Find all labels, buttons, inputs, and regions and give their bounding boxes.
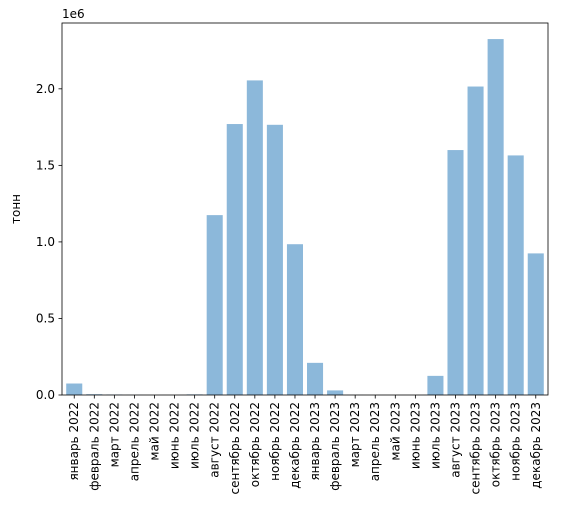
x-tick-label-18: июль 2023: [428, 402, 442, 469]
bar-23: [527, 253, 544, 395]
x-tick-label-14: март 2023: [348, 402, 362, 467]
x-tick-label-17: июнь 2023: [408, 402, 422, 469]
x-tick-label-13: февраль 2023: [328, 402, 342, 491]
bar-12: [307, 362, 324, 395]
bar-13: [327, 390, 344, 395]
plot-frame: [61, 22, 549, 396]
y-axis-ticks: 0.0 0.5 1.0 1.5 2.0: [36, 82, 62, 402]
x-tick-label-21: октябрь 2023: [489, 402, 503, 487]
bar-22: [507, 155, 524, 395]
x-tick-label-23: декабрь 2023: [529, 402, 543, 489]
x-tick-label-3: апрель 2022: [127, 402, 141, 481]
y-tick-label-3: 1.5: [36, 158, 55, 172]
x-tick-label-19: август 2023: [448, 402, 462, 478]
bars-group: [66, 39, 544, 396]
x-tick-label-0: январь 2022: [67, 402, 81, 481]
x-tick-label-8: сентябрь 2022: [228, 402, 242, 494]
x-tick-label-6: июль 2022: [188, 402, 202, 469]
y-tick-label-1: 0.5: [36, 311, 55, 325]
x-tick-label-5: июнь 2022: [168, 402, 182, 469]
x-tick-label-20: сентябрь 2023: [469, 402, 483, 494]
x-tick-label-9: октябрь 2022: [248, 402, 262, 487]
y-tick-label-2: 1.0: [36, 235, 55, 249]
bar-20: [467, 86, 484, 396]
bar-0: [66, 383, 83, 395]
bar-9: [246, 80, 263, 395]
x-tick-label-15: апрель 2023: [368, 402, 382, 481]
x-tick-label-10: ноябрь 2022: [268, 402, 282, 481]
y-axis-label: тонн: [9, 194, 23, 224]
x-tick-label-1: февраль 2022: [87, 402, 101, 491]
x-tick-label-11: декабрь 2022: [288, 402, 302, 489]
x-tick-label-4: май 2022: [148, 402, 162, 461]
x-tick-label-7: август 2022: [208, 402, 222, 478]
bar-19: [447, 150, 464, 395]
y-tick-label-0: 0.0: [36, 388, 55, 402]
bar-8: [226, 124, 243, 395]
x-tick-label-16: май 2023: [388, 402, 402, 461]
bar-21: [487, 39, 504, 396]
y-axis-offset-label: 1e6: [62, 7, 85, 21]
x-axis-ticks: январь 2022 февраль 2022 март 2022 апрель 2…: [67, 395, 543, 494]
x-tick-label-2: март 2022: [107, 402, 121, 467]
y-tick-label-4: 2.0: [36, 82, 55, 96]
x-tick-label-12: январь 2023: [308, 402, 322, 481]
x-tick-label-22: ноябрь 2023: [509, 402, 523, 481]
bar-7: [206, 215, 223, 395]
bar-11: [286, 244, 303, 395]
bar-18: [427, 375, 444, 395]
bar-10: [266, 124, 283, 396]
